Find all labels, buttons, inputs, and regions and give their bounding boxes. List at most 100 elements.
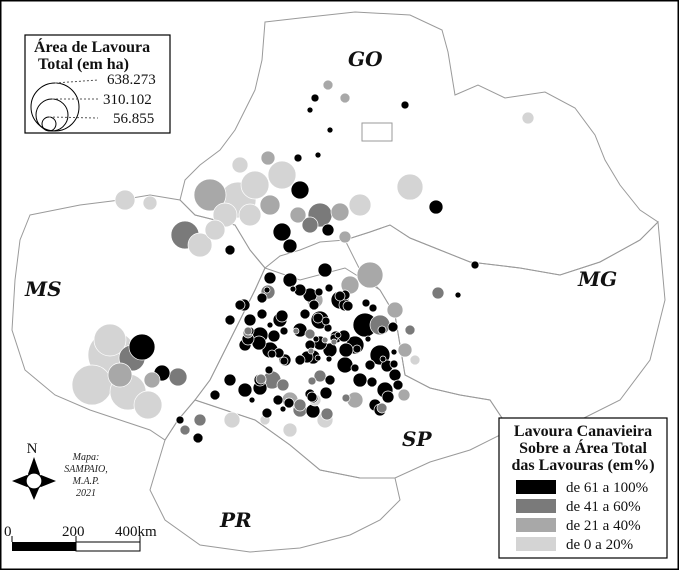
bubble-layer xyxy=(71,79,535,444)
class-legend-label-61-100: de 61 a 100% xyxy=(566,480,648,496)
credit-line4: 2021 xyxy=(76,488,96,499)
municipality-bubble xyxy=(237,382,253,398)
map-credit: Mapa: SAMPAIO, M.A.P. 2021 xyxy=(64,452,107,499)
state-label-sp: SP xyxy=(402,427,432,451)
municipality-bubble xyxy=(313,369,327,383)
municipality-bubble xyxy=(314,287,324,297)
municipality-bubble xyxy=(293,153,303,163)
municipality-bubble xyxy=(209,389,221,401)
municipality-bubble xyxy=(224,314,236,326)
class-legend-title-line3: das Lavouras (em%) xyxy=(511,457,654,474)
municipality-bubble xyxy=(259,194,281,216)
municipality-bubble xyxy=(312,335,320,343)
municipality-bubble xyxy=(396,173,424,201)
municipality-bubble xyxy=(364,335,372,343)
municipality-bubble xyxy=(314,354,322,362)
scale-bar-label-200: 200 xyxy=(62,524,85,540)
municipality-bubble xyxy=(279,405,287,413)
class-legend: Lavoura Canavieira Sobre a Área Total da… xyxy=(498,417,668,559)
size-legend-title-line1: Área de Lavoura xyxy=(34,37,150,56)
municipality-bubble xyxy=(428,199,444,215)
municipality-bubble xyxy=(470,260,480,270)
municipality-bubble xyxy=(334,290,346,302)
municipality-bubble xyxy=(179,424,191,436)
scale-bar-segment-light xyxy=(75,541,141,552)
municipality-bubble xyxy=(379,355,387,363)
municipality-bubble xyxy=(272,222,292,242)
municipality-bubble xyxy=(319,386,333,400)
municipality-bubble xyxy=(238,203,262,227)
municipality-bubble xyxy=(324,374,336,386)
municipality-bubble xyxy=(263,271,277,285)
municipality-bubble xyxy=(307,347,315,355)
municipality-bubble xyxy=(231,156,249,174)
municipality-bubble xyxy=(521,111,535,125)
municipality-bubble xyxy=(240,170,270,200)
municipality-bubble xyxy=(272,394,284,406)
scale-bar: 0 200 400km xyxy=(4,524,157,552)
class-legend-title-line1: Lavoura Canavieira xyxy=(514,423,652,440)
municipality-bubble xyxy=(338,342,354,358)
federal-district-border xyxy=(361,122,393,142)
municipality-bubble xyxy=(289,206,307,224)
municipality-bubble xyxy=(128,333,156,361)
municipality-bubble xyxy=(376,402,388,414)
municipality-bubble xyxy=(175,415,185,425)
municipality-bubble xyxy=(263,286,271,294)
municipality-bubble xyxy=(282,422,298,438)
municipality-bubble xyxy=(338,230,352,244)
municipality-bubble xyxy=(168,367,188,387)
municipality-bubble xyxy=(133,390,163,420)
municipality-bubble xyxy=(276,378,290,392)
municipality-bubble xyxy=(322,79,334,91)
municipality-bubble xyxy=(404,324,416,336)
north-arrow: N xyxy=(12,441,56,500)
municipality-bubble xyxy=(397,342,413,358)
size-legend-value-medium: 310.102 xyxy=(103,92,152,108)
municipality-bubble xyxy=(243,313,257,327)
municipality-bubble xyxy=(409,354,421,366)
municipality-bubble xyxy=(223,373,237,387)
municipality-bubble xyxy=(392,379,404,391)
class-legend-swatch-61-100 xyxy=(516,480,556,494)
municipality-bubble xyxy=(324,283,334,293)
municipality-bubble xyxy=(266,321,274,329)
municipality-bubble xyxy=(342,300,354,312)
state-border-pr xyxy=(149,399,401,553)
municipality-bubble xyxy=(310,93,320,103)
state-label-mg: MG xyxy=(577,267,617,291)
municipality-bubble xyxy=(142,195,158,211)
municipality-bubble xyxy=(71,364,113,406)
municipality-bubble xyxy=(293,398,307,412)
municipality-bubble xyxy=(320,407,334,421)
municipality-bubble xyxy=(305,403,321,419)
municipality-bubble xyxy=(387,321,399,333)
municipality-bubble xyxy=(352,344,362,354)
municipality-bubble xyxy=(341,393,351,403)
municipality-bubble xyxy=(352,372,368,388)
municipality-bubble xyxy=(336,356,354,374)
municipality-bubble xyxy=(187,232,213,258)
municipality-bubble xyxy=(348,193,372,217)
municipality-bubble xyxy=(317,262,333,278)
municipality-bubble xyxy=(255,373,267,385)
scale-bar-segment-dark xyxy=(12,542,76,551)
municipality-bubble xyxy=(368,303,378,313)
municipality-bubble xyxy=(304,328,316,340)
municipality-bubble xyxy=(267,329,281,343)
municipality-bubble xyxy=(234,299,246,311)
municipality-bubble xyxy=(326,126,334,134)
municipality-bubble xyxy=(299,308,311,320)
state-border-go xyxy=(179,11,659,276)
municipality-bubble xyxy=(264,365,274,375)
credit-line3: M.A.P. xyxy=(72,476,100,487)
municipality-bubble xyxy=(301,216,319,234)
municipality-bubble xyxy=(306,106,314,114)
municipality-bubble xyxy=(224,244,236,256)
size-legend-title-line2: Total (em ha) xyxy=(38,56,129,73)
municipality-bubble xyxy=(312,312,324,324)
class-legend-label-21-40: de 21 a 40% xyxy=(566,518,641,534)
municipality-bubble xyxy=(193,178,227,212)
